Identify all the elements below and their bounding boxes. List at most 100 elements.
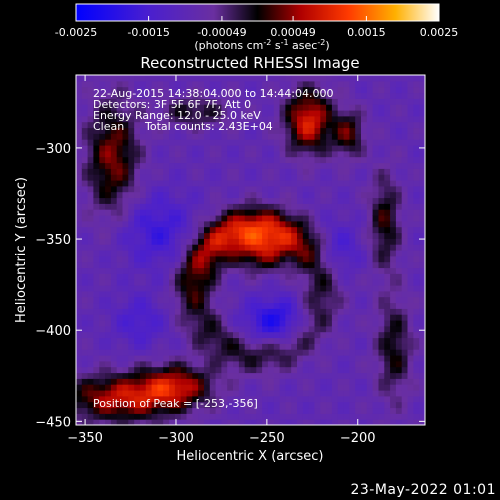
heatmap-cell: [256, 215, 263, 222]
heatmap-cell: [215, 162, 222, 169]
heatmap-cell: [145, 168, 153, 175]
heatmap-cell: [407, 337, 414, 344]
heatmap-cell: [116, 133, 124, 140]
heatmap-cell: [372, 104, 379, 111]
heatmap-cell: [413, 174, 420, 181]
heatmap-cell: [302, 308, 310, 315]
heatmap-cell: [361, 115, 368, 123]
heatmap-cell: [331, 133, 339, 140]
heatmap-cell: [349, 220, 356, 228]
heatmap-cell: [343, 320, 350, 327]
heatmap-cell: [99, 75, 106, 82]
heatmap-cell: [349, 360, 356, 368]
heatmap-cell: [355, 314, 362, 321]
heatmap-cell: [151, 255, 158, 263]
heatmap-cell: [361, 168, 368, 175]
heatmap-cell: [366, 302, 374, 309]
heatmap-cell: [233, 325, 240, 333]
heatmap-cell: [314, 296, 321, 304]
heatmap-cell: [128, 337, 135, 344]
heatmap-cell: [233, 220, 240, 228]
heatmap-cell: [401, 162, 409, 169]
heatmap-cell: [395, 290, 403, 298]
y-tick-label: −350: [35, 233, 71, 248]
heatmap-cell: [122, 220, 129, 228]
heatmap-cell: [169, 174, 176, 181]
colorbar-tick-label: -0.0025: [55, 26, 97, 39]
heatmap-cell: [81, 331, 89, 339]
heatmap-cell: [174, 331, 182, 339]
heatmap-cell: [250, 115, 257, 123]
heatmap-cell: [81, 92, 89, 99]
heatmap-cell: [320, 162, 327, 169]
heatmap-cell: [331, 244, 339, 251]
info-energy: Energy Range: 12.0 - 25.0 keV: [93, 109, 261, 122]
heatmap-cell: [87, 150, 94, 158]
heatmap-cell: [308, 197, 316, 204]
heatmap-cell: [273, 75, 281, 82]
heatmap-cell: [209, 191, 217, 199]
heatmap-cell: [110, 185, 118, 193]
heatmap-cell: [238, 285, 246, 292]
heatmap-cell: [238, 145, 246, 152]
heatmap-cell: [390, 419, 397, 425]
heatmap-cell: [267, 378, 275, 385]
heatmap-cell: [297, 139, 304, 146]
heatmap-cell: [262, 115, 269, 123]
heatmap-cell: [401, 273, 409, 280]
heatmap-cell: [355, 139, 362, 146]
heatmap-cell: [331, 139, 339, 146]
heatmap-cell: [151, 174, 158, 181]
heatmap-cell: [145, 162, 153, 169]
heatmap-cell: [262, 238, 269, 245]
heatmap-cell: [99, 180, 106, 187]
heatmap-cell: [401, 261, 409, 269]
heatmap-cell: [116, 220, 124, 228]
heatmap-cell: [366, 80, 374, 88]
heatmap-cell: [192, 98, 199, 105]
heatmap-cell: [233, 273, 240, 280]
heatmap-cell: [279, 360, 286, 368]
heatmap-cell: [425, 361, 431, 367]
heatmap-cell: [238, 115, 246, 123]
heatmap-cell: [419, 419, 425, 425]
heatmap-cell: [128, 261, 135, 269]
heatmap-cell: [169, 395, 176, 403]
heatmap-cell: [221, 86, 228, 94]
heatmap-cell: [204, 320, 211, 327]
heatmap-cell: [361, 92, 368, 99]
heatmap-cell: [320, 261, 327, 269]
heatmap-cell: [209, 80, 217, 88]
heatmap-cell: [145, 250, 153, 257]
heatmap-cell: [355, 395, 362, 403]
heatmap-cell: [221, 110, 228, 117]
heatmap-cell: [93, 255, 100, 263]
heatmap-cell: [401, 390, 409, 397]
heatmap-cell: [151, 261, 158, 269]
heatmap-cell: [355, 419, 362, 425]
heatmap-cell: [267, 337, 275, 344]
heatmap-cell: [273, 203, 281, 210]
heatmap-cell: [76, 115, 83, 123]
heatmap-cell: [227, 133, 234, 140]
heatmap-cell: [238, 273, 246, 280]
heatmap-cell: [233, 174, 240, 181]
heatmap-cell: [262, 366, 269, 374]
heatmap-cell: [105, 378, 112, 385]
heatmap-cell: [215, 314, 222, 321]
heatmap-cell: [308, 191, 316, 199]
heatmap-cell: [76, 290, 83, 298]
heatmap-cell: [163, 290, 170, 298]
heatmap-cell: [244, 296, 252, 304]
heatmap-cell: [209, 261, 217, 269]
heatmap-cell: [326, 413, 333, 420]
heatmap-cell: [349, 244, 356, 251]
heatmap-cell: [326, 279, 333, 286]
heatmap-cell: [366, 355, 374, 362]
heatmap-cell: [110, 238, 118, 245]
heatmap-cell: [151, 162, 158, 169]
heatmap-cell: [145, 285, 153, 292]
heatmap-cell: [192, 180, 199, 187]
heatmap-cell: [122, 145, 129, 152]
heatmap-cell: [140, 285, 147, 292]
